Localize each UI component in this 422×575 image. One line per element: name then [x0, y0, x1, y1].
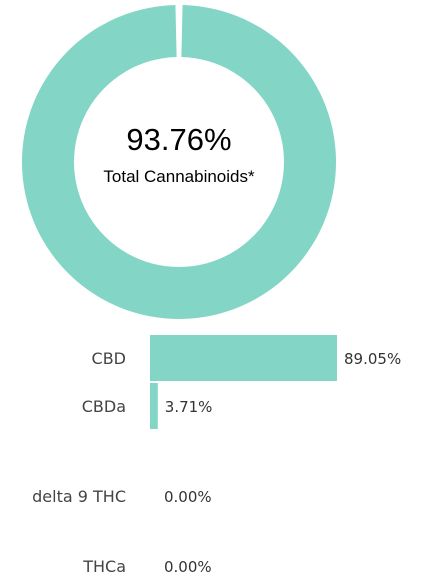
bar-category-label: THCa — [82, 557, 126, 575]
bar-cbd — [150, 335, 338, 381]
bar-value-label: 0.00% — [164, 488, 212, 506]
donut-center-value: 93.76% — [126, 122, 232, 157]
bar-value-label: 0.00% — [164, 558, 212, 575]
bar-value-label: 89.05% — [344, 350, 401, 368]
bar-category-label: CBDa — [82, 397, 126, 416]
cannabinoid-bar-chart: CBD 89.05% CBDa 3.71% delta 9 THC 0.00% THCa 0.… — [32, 335, 401, 575]
total-cannabinoids-donut: 93.76% Total Cannabinoids* — [22, 5, 337, 319]
donut-slice-total-cannabinoids — [22, 5, 337, 319]
bar-category-label: delta 9 THC — [32, 487, 126, 506]
donut-center-label: Total Cannabinoids* — [103, 167, 255, 186]
bar-value-label: 3.71% — [165, 398, 213, 416]
bar-category-label: CBD — [92, 349, 126, 368]
bar-cbda — [150, 383, 158, 429]
donut-svg — [22, 5, 337, 319]
